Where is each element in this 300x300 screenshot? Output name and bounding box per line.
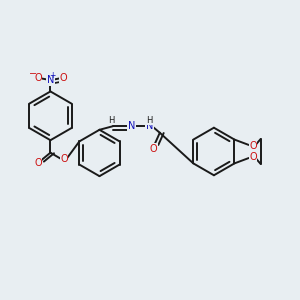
- Text: H: H: [146, 116, 153, 125]
- Text: +: +: [50, 71, 56, 80]
- Text: N: N: [47, 75, 54, 85]
- Text: O: O: [34, 73, 42, 83]
- Text: N: N: [128, 121, 135, 131]
- Text: O: O: [249, 152, 257, 162]
- Text: O: O: [60, 154, 68, 164]
- Text: O: O: [34, 158, 42, 168]
- Text: O: O: [59, 73, 67, 83]
- Text: O: O: [249, 141, 257, 151]
- Text: H: H: [109, 116, 115, 125]
- Text: O: O: [150, 144, 158, 154]
- Text: N: N: [146, 121, 153, 131]
- Text: −: −: [29, 69, 37, 79]
